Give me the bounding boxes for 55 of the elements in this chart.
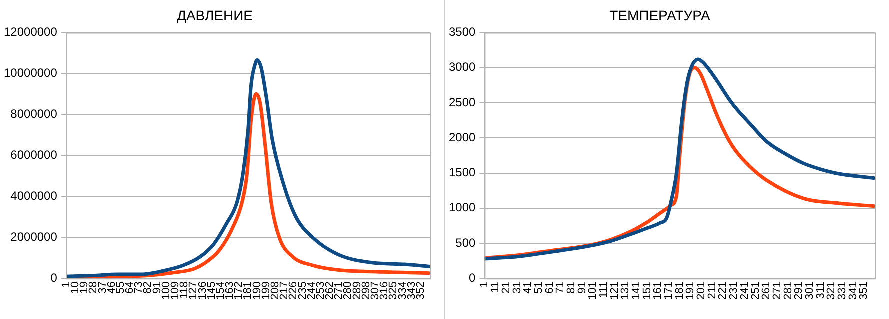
y-tick-label: 500 <box>456 236 476 250</box>
y-tick-label: 6000000 <box>10 148 58 162</box>
x-tick-label: 141 <box>630 282 643 300</box>
y-tick-label: 2000000 <box>10 230 58 244</box>
x-tick-label: 61 <box>544 282 556 294</box>
y-tick-label: 12000000 <box>4 25 58 40</box>
x-tick-label: 211 <box>706 282 718 300</box>
x-tick-label: 251 <box>750 282 762 300</box>
x-tick-label: 351 <box>858 282 870 300</box>
x-tick-label: 1 <box>478 282 491 288</box>
x-tick-label: 151 <box>641 282 654 300</box>
x-tick-label: 46 <box>106 282 118 294</box>
x-tick-label: 261 <box>760 282 773 300</box>
x-tick-label: 161 <box>652 282 664 300</box>
x-tick-label: 111 <box>598 282 610 298</box>
x-tick-label: 121 <box>608 282 621 300</box>
x-tick-label: 191 <box>684 282 697 300</box>
x-tick-label: 271 <box>771 282 784 300</box>
x-tick-label: 101 <box>587 282 600 300</box>
x-tick-label: 231 <box>728 282 740 300</box>
x-tick-label: 51 <box>532 282 545 294</box>
x-tick-label: 171 <box>663 282 676 300</box>
y-tick-label: 0 <box>469 270 476 285</box>
x-tick-label: 221 <box>717 282 730 300</box>
x-tick-label: 291 <box>793 282 806 300</box>
x-tick-label: 341 <box>847 282 860 300</box>
x-tick-label: 11 <box>490 282 502 294</box>
x-tick-label: 301 <box>804 282 816 300</box>
y-tick-label: 3500 <box>448 25 476 40</box>
x-tick-label: 181 <box>674 282 686 300</box>
y-tick-label: 2000 <box>448 130 476 144</box>
y-tick-label: 3000 <box>448 60 476 74</box>
x-tick-label: 241 <box>738 282 751 300</box>
y-tick-label: 8000000 <box>10 107 58 122</box>
x-tick-label: 281 <box>782 282 794 300</box>
y-tick-label: 2500 <box>448 95 476 110</box>
x-tick-label: 352 <box>414 282 427 300</box>
y-tick-label: 1500 <box>448 166 476 180</box>
chart-title: ДАВЛЕНИЕ <box>176 7 254 24</box>
y-tick-label: 4000000 <box>10 189 58 204</box>
y-tick-label: 0 <box>50 270 58 285</box>
x-tick-label: 311 <box>814 282 827 300</box>
x-tick-label: 321 <box>826 282 838 300</box>
x-tick-label: 201 <box>696 282 708 300</box>
y-tick-label: 1000 <box>448 200 476 215</box>
x-tick-label: 81 <box>565 282 578 294</box>
x-tick-label: 71 <box>554 282 567 294</box>
chart-title: ТЕМПЕРАТУРА <box>610 7 712 24</box>
x-tick-label: 331 <box>836 282 849 300</box>
x-tick-label: 131 <box>620 282 632 300</box>
x-tick-label: 91 <box>576 282 588 294</box>
x-tick-label: 41 <box>522 282 534 294</box>
x-tick-label: 31 <box>511 282 524 294</box>
y-tick-label: 10000000 <box>4 66 58 80</box>
x-tick-label: 21 <box>500 282 512 294</box>
